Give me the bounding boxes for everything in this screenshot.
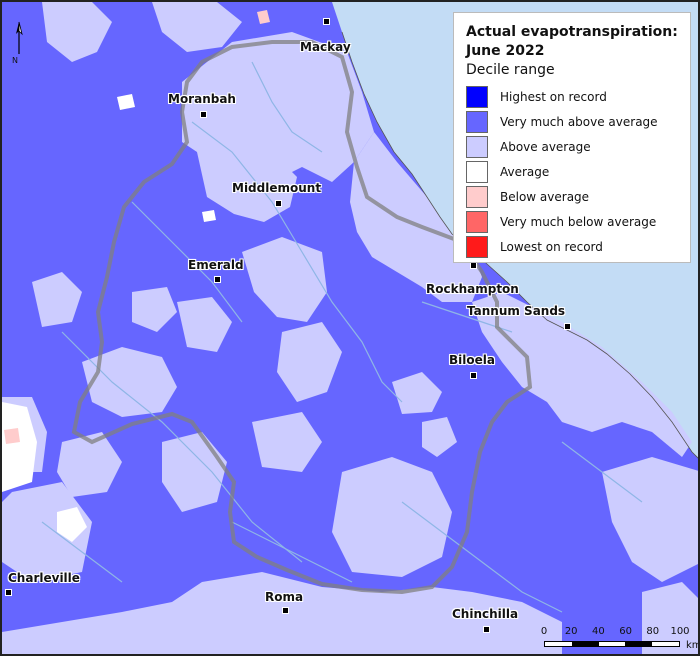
town-marker xyxy=(282,607,289,614)
scale-segment xyxy=(625,642,653,646)
legend-item: Lowest on record xyxy=(466,234,678,259)
town-label: Tannum Sands xyxy=(467,304,566,318)
town-label: Biloela xyxy=(449,353,495,367)
town-label: Moranbah xyxy=(168,92,236,106)
scale-unit: km xyxy=(686,640,700,651)
legend-item: Very much above average xyxy=(466,109,678,134)
town-marker xyxy=(200,111,207,118)
legend-swatch xyxy=(466,235,488,258)
legend-title-period: June 2022 xyxy=(466,43,545,59)
legend-swatch xyxy=(466,85,488,108)
scale-segment xyxy=(598,642,626,646)
town-label: Chinchilla xyxy=(452,607,519,621)
legend-item: Average xyxy=(466,159,678,184)
legend-label: Highest on record xyxy=(500,89,607,104)
legend-swatch xyxy=(466,210,488,233)
legend-swatch xyxy=(466,160,488,183)
scale-bar-segments xyxy=(544,641,680,647)
scale-tick-label: 0 xyxy=(540,626,548,637)
town-label: Emerald xyxy=(188,258,244,272)
scale-tick-label: 60 xyxy=(619,626,632,637)
town-marker xyxy=(275,200,282,207)
scale-tick-label: 20 xyxy=(564,626,578,637)
legend-label: Lowest on record xyxy=(500,239,603,254)
scale-bar: 0 20 40 60 80 100 km xyxy=(540,626,700,654)
rivers xyxy=(41,61,643,613)
town-marker xyxy=(470,372,477,379)
scale-tick-label: 80 xyxy=(646,626,660,637)
legend-title: Actual evapotranspiration: xyxy=(466,24,678,40)
town-marker xyxy=(323,18,330,25)
legend-label: Very much above average xyxy=(500,114,658,129)
legend-label: Above average xyxy=(500,139,591,154)
town-marker xyxy=(214,276,221,283)
legend-label: Average xyxy=(500,164,550,179)
below-average-patches xyxy=(4,10,270,444)
legend: Actual evapotranspiration: June 2022 Dec… xyxy=(453,12,691,263)
basin-boundary xyxy=(71,40,533,595)
scale-segment xyxy=(571,642,599,646)
legend-label: Very much below average xyxy=(500,214,657,229)
scale-tick-label: 100 xyxy=(670,626,690,637)
town-marker xyxy=(483,626,490,633)
legend-item: Highest on record xyxy=(466,84,678,109)
legend-label: Below average xyxy=(500,189,590,204)
legend-subtitle: Decile range xyxy=(466,62,555,78)
north-arrow-icon xyxy=(16,21,23,54)
north-label: N xyxy=(12,56,18,65)
town-label: Charleville xyxy=(8,571,80,585)
town-label: Middlemount xyxy=(232,181,322,195)
town-label: Rockhampton xyxy=(426,282,519,296)
legend-swatch xyxy=(466,185,488,208)
legend-item: Below average xyxy=(466,184,678,209)
scale-segment xyxy=(545,642,572,646)
coastline xyxy=(341,31,698,459)
average-patches xyxy=(2,94,216,542)
legend-swatch xyxy=(466,110,488,133)
legend-swatch xyxy=(466,135,488,158)
legend-item: Very much below average xyxy=(466,209,678,234)
legend-item: Above average xyxy=(466,134,678,159)
town-marker xyxy=(564,323,571,330)
scale-segment xyxy=(652,642,679,646)
town-marker xyxy=(470,262,477,269)
town-label: Roma xyxy=(265,590,304,604)
town-label: Mackay xyxy=(300,40,351,54)
legend-items: Highest on record Very much above average… xyxy=(466,84,678,259)
scale-tick-label: 40 xyxy=(592,626,605,637)
town-marker xyxy=(5,589,12,596)
